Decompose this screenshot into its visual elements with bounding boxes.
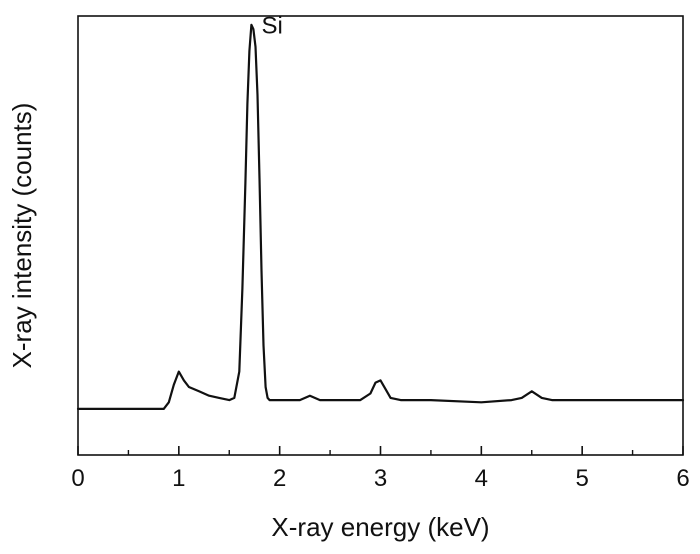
spectrum-line — [76, 23, 685, 410]
x-tick-label: 6 — [676, 465, 689, 492]
x-axis-tick-labels: 0 1 2 3 4 5 6 — [71, 465, 689, 492]
y-axis-label: X-ray intensity (counts) — [7, 103, 37, 369]
x-tick-label: 4 — [475, 465, 488, 492]
x-axis-ticks — [77, 446, 684, 455]
x-tick-label: 2 — [273, 465, 286, 492]
x-tick-label: 5 — [575, 465, 588, 492]
peak-label-si: Si — [262, 13, 283, 40]
x-tick-label: 1 — [172, 465, 185, 492]
x-tick-label: 0 — [71, 465, 84, 492]
plot-frame — [77, 15, 684, 456]
x-axis-label: X-ray energy (keV) — [271, 512, 489, 542]
x-tick-label: 3 — [374, 465, 387, 492]
